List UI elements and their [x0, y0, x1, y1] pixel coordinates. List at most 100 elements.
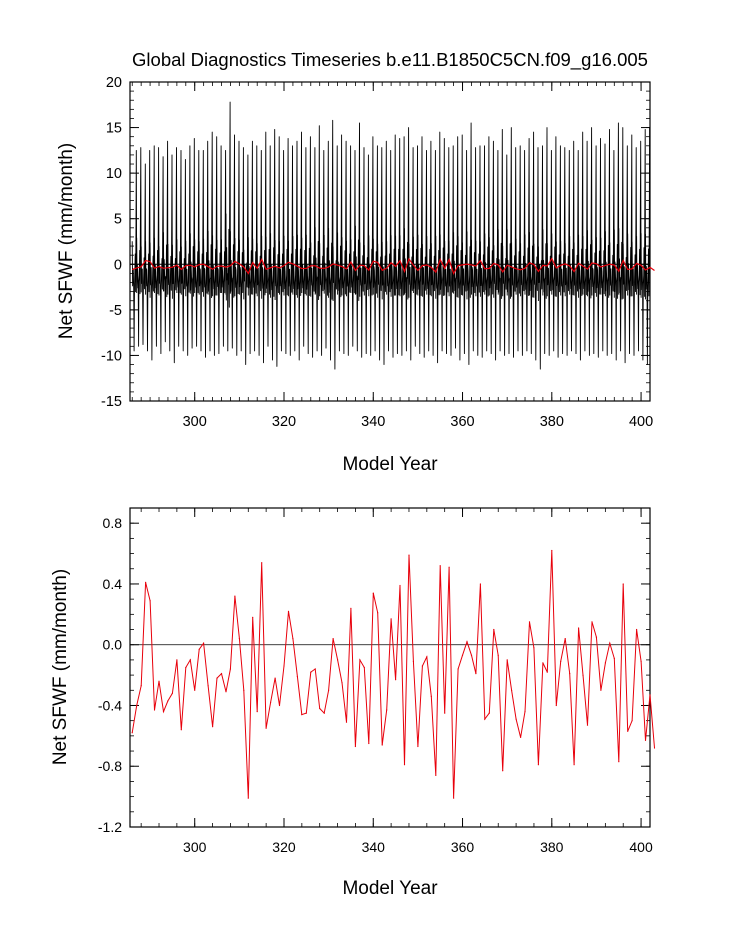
- monthly-series-segment: [171, 147, 178, 364]
- annual-data-point: [350, 607, 352, 609]
- annual-data-point: [368, 742, 370, 745]
- monthly-series-segment: [466, 122, 472, 365]
- monthly-series-segment: [631, 147, 638, 356]
- monthly-series-segment: [421, 149, 428, 358]
- x-tick-label: 300: [183, 414, 207, 430]
- annual-data-point: [198, 648, 200, 650]
- monthly-series-segment: [149, 145, 155, 361]
- monthly-timeseries-panel: 300 320 340 360 380 400 -15 -10 -5 0 5 10 15 20 Model…: [56, 75, 655, 475]
- monthly-series-segment: [386, 149, 392, 352]
- monthly-series-segment: [207, 131, 214, 352]
- annual-data-point: [252, 616, 254, 619]
- annual-data-point: [493, 628, 495, 631]
- annual-data-point: [551, 549, 553, 552]
- annual-data-point: [528, 621, 531, 623]
- annual-data-point: [301, 714, 303, 716]
- annual-data-point: [171, 692, 173, 694]
- annual-data-point: [448, 566, 450, 568]
- monthly-series-segment: [314, 125, 321, 352]
- monthly-series-segment: [529, 131, 535, 355]
- y-tick-label: 5: [114, 212, 122, 228]
- annual-data-point: [395, 679, 397, 681]
- monthly-series-segment: [484, 136, 490, 352]
- monthly-series-segment: [587, 127, 593, 356]
- annual-data-point: [408, 554, 410, 556]
- monthly-series-segment: [158, 156, 164, 355]
- monthly-series-segment: [533, 147, 539, 361]
- annual-data-point: [341, 682, 343, 684]
- monthly-series-segment: [234, 140, 240, 356]
- monthly-series-segment: [524, 138, 530, 352]
- annual-data-point: [470, 654, 473, 656]
- annual-data-point: [631, 720, 633, 722]
- plot-area-frame: [129, 81, 651, 402]
- monthly-series-segment: [435, 131, 441, 364]
- monthly-series-segment: [256, 149, 263, 356]
- annual-data-point: [569, 673, 571, 675]
- monthly-series-segment: [475, 145, 481, 356]
- annual-data-point: [270, 701, 272, 704]
- annual-data-point: [189, 659, 191, 661]
- monthly-series-segment: [479, 145, 486, 358]
- monthly-series-segment: [288, 145, 294, 356]
- monthly-series-segment: [296, 131, 303, 361]
- y-tick-label: 0.0: [103, 637, 123, 653]
- monthly-series-segment: [417, 136, 423, 355]
- annual-data-point: [332, 638, 334, 640]
- annual-data-point: [417, 745, 419, 748]
- axis-tick-labels: 300 320 340 360 380 400 -1.2 -0.8 -0.4 0.0 0.4 0.8: [98, 515, 653, 855]
- monthly-series-segment: [640, 128, 646, 361]
- monthly-series-segment: [163, 140, 169, 343]
- monthly-series-segment: [502, 154, 508, 356]
- annual-data-point: [640, 660, 642, 663]
- monthly-series-segment: [310, 147, 316, 358]
- monthly-series-segment: [569, 140, 575, 352]
- monthly-series-segment: [395, 138, 401, 355]
- plot-area-frame: [129, 507, 651, 828]
- y-tick-label: -5: [109, 303, 122, 319]
- monthly-series-segment: [551, 136, 557, 352]
- monthly-series-segment: [582, 140, 588, 352]
- monthly-series-segment: [600, 143, 606, 352]
- annual-data-point: [328, 689, 330, 691]
- monthly-series-segment: [243, 154, 249, 365]
- annual-data-point: [537, 764, 540, 766]
- annual-data-point: [582, 674, 584, 676]
- y-tick-label: 10: [106, 166, 122, 182]
- annual-data-point: [287, 610, 290, 612]
- annual-data-point: [515, 718, 517, 720]
- annual-data-point: [162, 711, 165, 713]
- annual-data-point: [372, 592, 374, 594]
- monthly-series-segment: [439, 138, 446, 352]
- monthly-series-segment: [328, 119, 334, 361]
- monthly-series-segment: [136, 147, 142, 347]
- annual-data-point: [520, 736, 522, 739]
- x-tick-label: 380: [540, 414, 564, 430]
- monthly-series-segment: [399, 136, 405, 356]
- annual-data-point: [511, 689, 513, 691]
- monthly-series-segment: [359, 147, 365, 358]
- y-tick-label: -0.8: [98, 758, 122, 774]
- y-axis-label: Net SFWF (mm/month): [56, 143, 77, 339]
- monthly-series-segment: [430, 149, 437, 356]
- monthly-series-segment: [595, 138, 602, 358]
- annual-data-point: [564, 638, 566, 640]
- monthly-series-segment: [225, 101, 231, 352]
- annual-data-point: [345, 721, 348, 723]
- annual-data-point: [439, 565, 441, 567]
- monthly-series-segment: [305, 136, 312, 355]
- annual-data-point: [613, 657, 615, 660]
- monthly-series-segment: [609, 149, 615, 355]
- monthly-series-segment: [274, 136, 280, 367]
- x-tick-label: 320: [272, 414, 296, 430]
- y-tick-label: 15: [106, 121, 122, 137]
- monthly-series-segment: [368, 136, 374, 356]
- monthly-series-segment: [390, 134, 397, 358]
- annual-data-point: [140, 685, 142, 687]
- annual-data-point: [145, 581, 147, 584]
- annual-data-point: [337, 659, 339, 661]
- monthly-series-segment: [537, 145, 544, 370]
- annual-data-point: [622, 583, 624, 585]
- annual-data-point: [256, 711, 258, 713]
- annual-data-point: [234, 595, 236, 597]
